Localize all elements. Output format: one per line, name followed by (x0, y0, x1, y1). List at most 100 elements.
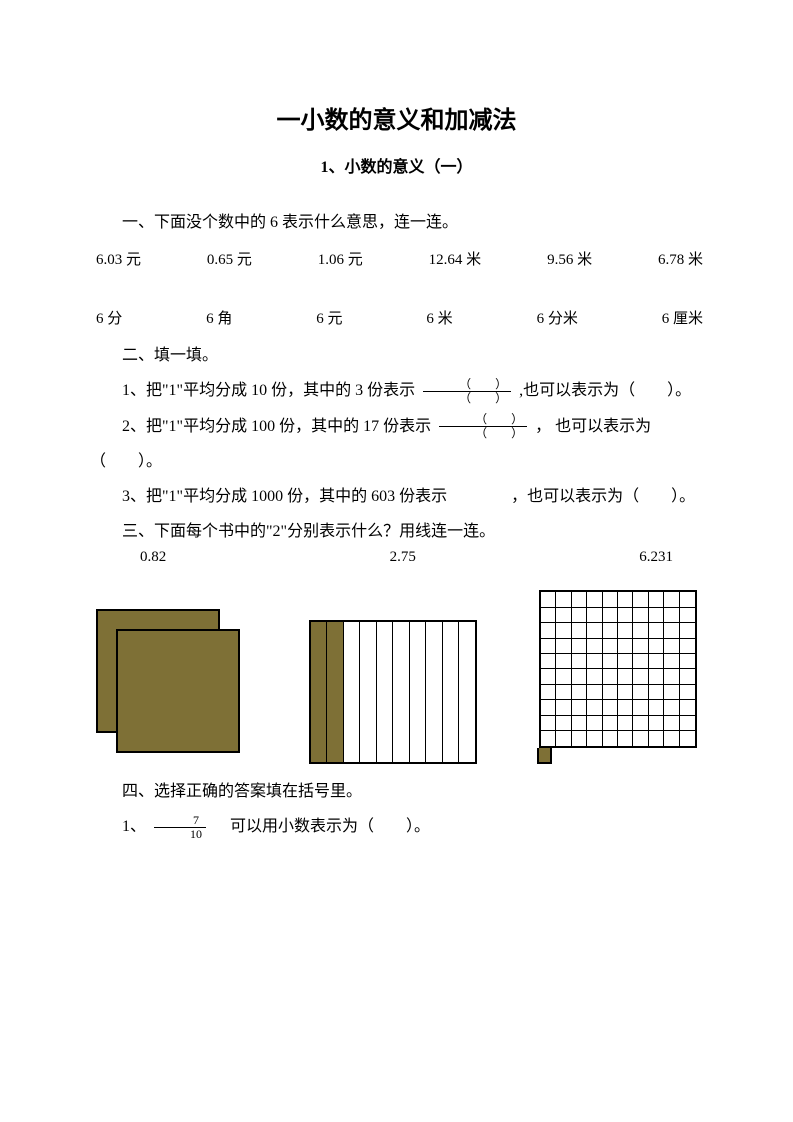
fraction-7-10: 7 10 (154, 814, 206, 841)
grid-cell (587, 685, 602, 700)
grid-cell (618, 608, 633, 623)
grid-cell (541, 639, 556, 654)
grid-cell (556, 608, 571, 623)
grid-cell (649, 639, 664, 654)
grid-cell (541, 654, 556, 669)
grid-cell (664, 592, 679, 607)
section2-q2: 2、把"1"平均分成 100 份，其中的 17 份表示 （ ） （ ） ， 也可… (90, 409, 703, 479)
grid-cell (587, 669, 602, 684)
diagram-hundredths (539, 590, 697, 748)
grid-cell (556, 685, 571, 700)
tenth-col-shaded (327, 622, 344, 762)
grid-cell (572, 685, 587, 700)
grid-cell (572, 639, 587, 654)
fraction-numerator: （ ） (439, 413, 527, 426)
q2-text-a: 2、把"1"平均分成 100 份，其中的 17 份表示 (122, 418, 431, 435)
main-title: 一小数的意义和加减法 (90, 100, 703, 135)
grid-cell (541, 623, 556, 638)
diagram-tenths (309, 620, 477, 764)
top-item: 6.03 元 (96, 248, 141, 269)
grid-cell (680, 716, 695, 731)
grid-cell (633, 639, 648, 654)
tenth-col (344, 622, 361, 762)
bottom-item: 6 米 (426, 307, 452, 328)
grid-cell (649, 592, 664, 607)
grid-cell (633, 731, 648, 746)
grid-cell (572, 716, 587, 731)
tenth-col (443, 622, 460, 762)
grid-cell (618, 592, 633, 607)
fraction-denominator: 10 (154, 827, 206, 841)
bottom-item: 6 分 (96, 307, 122, 328)
grid-cell (587, 639, 602, 654)
grid-cell (541, 608, 556, 623)
q1-text-a: 1、把"1"平均分成 10 份，其中的 3 份表示 (122, 382, 415, 399)
grid-cell (572, 700, 587, 715)
bottom-item: 6 厘米 (662, 307, 703, 328)
fraction-blank: （ ） （ ） (423, 378, 511, 405)
grid-cell (572, 731, 587, 746)
grid-cell (618, 700, 633, 715)
grid-cell (649, 716, 664, 731)
top-item: 6.78 米 (658, 248, 703, 269)
fraction-denominator: （ ） (423, 391, 511, 405)
grid-cell (587, 700, 602, 715)
grid-cell (680, 700, 695, 715)
grid-cell (664, 654, 679, 669)
grid-cell (649, 623, 664, 638)
grid-cell (603, 669, 618, 684)
top-item: 12.64 米 (429, 248, 482, 269)
grid-cell (618, 639, 633, 654)
grid-cell (649, 685, 664, 700)
fraction-numerator: 7 (154, 814, 206, 827)
grid-cell (633, 592, 648, 607)
grid-cell (587, 592, 602, 607)
grid-cell (541, 592, 556, 607)
grid-cell (680, 639, 695, 654)
fraction-denominator: （ ） (439, 426, 527, 440)
grid-cell (664, 623, 679, 638)
grid-cell (603, 700, 618, 715)
diagram-two-squares (96, 609, 246, 764)
grid-cell (556, 639, 571, 654)
worksheet-page: 一小数的意义和加减法 1、小数的意义（一） 一、下面没个数中的 6 表示什么意思… (0, 0, 793, 1122)
grid-cell (556, 592, 571, 607)
grid-cell (633, 700, 648, 715)
section2-q3: 3、把"1"平均分成 1000 份，其中的 603 份表示 ，也可以表示为（ ）… (90, 479, 703, 514)
grid-cell (587, 654, 602, 669)
grid-cell (556, 716, 571, 731)
grid-cell (633, 685, 648, 700)
grid-cell (664, 700, 679, 715)
q1-prefix: 1、 (122, 818, 146, 835)
num-item: 2.75 (390, 549, 416, 566)
grid-cell (618, 654, 633, 669)
grid-cell (572, 592, 587, 607)
num-item: 0.82 (140, 549, 166, 566)
grid-cell (649, 700, 664, 715)
bottom-item: 6 分米 (537, 307, 578, 328)
tenth-col (459, 622, 475, 762)
grid-cell (556, 731, 571, 746)
grid-cell (664, 669, 679, 684)
grid-cell (680, 685, 695, 700)
grid-cell (603, 685, 618, 700)
sub-title: 1、小数的意义（一） (90, 153, 703, 177)
grid-cell (618, 623, 633, 638)
grid-cell (649, 669, 664, 684)
tenth-col (410, 622, 427, 762)
section4: 四、选择正确的答案填在括号里。 1、 7 10 可以用小数表示为（ ）。 (90, 774, 703, 844)
grid-cell (541, 700, 556, 715)
section1-top-row: 6.03 元 0.65 元 1.06 元 12.64 米 9.56 米 6.78… (96, 248, 703, 269)
grid-cell (556, 700, 571, 715)
section3-diagrams (96, 590, 697, 763)
tenth-col (360, 622, 377, 762)
grid-cell (603, 731, 618, 746)
tenth-col (377, 622, 394, 762)
grid-cell (649, 608, 664, 623)
grid-cell (633, 669, 648, 684)
grid-cell (664, 731, 679, 746)
grid-cell (587, 731, 602, 746)
grid-cell (680, 592, 695, 607)
top-item: 1.06 元 (318, 248, 363, 269)
grid-cell (587, 716, 602, 731)
